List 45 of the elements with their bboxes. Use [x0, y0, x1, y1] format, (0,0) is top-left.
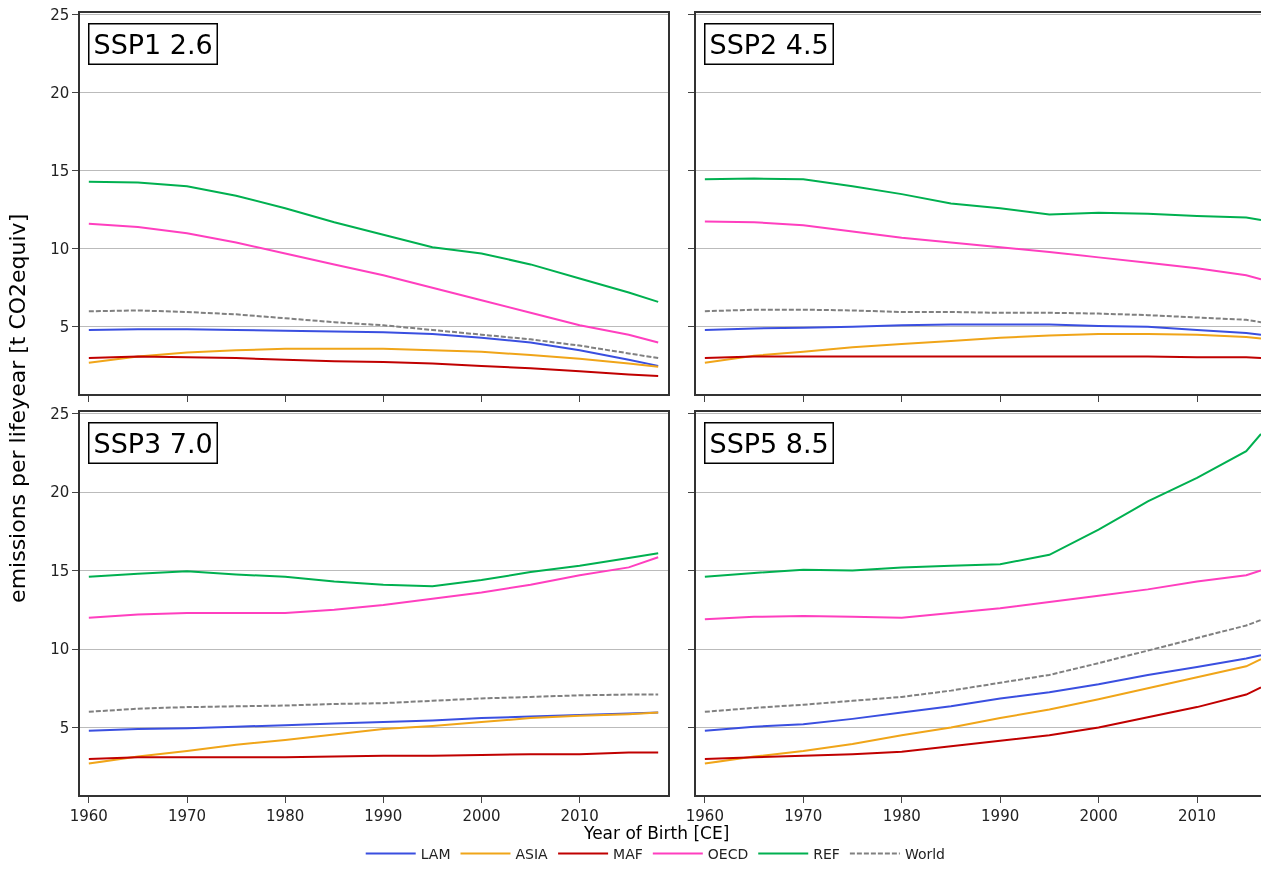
y-tick-label: 25 — [50, 5, 70, 24]
y-tick-label: 20 — [50, 83, 70, 102]
x-tick-label: 1970 — [784, 806, 823, 825]
line-series — [87, 222, 660, 344]
line-series — [87, 328, 660, 367]
text: SSP3 7.0 — [93, 427, 213, 459]
line-series — [87, 693, 660, 713]
x-tick-label: 1990 — [364, 806, 403, 825]
y-tick-label: 10 — [50, 240, 70, 259]
legend-label: World — [904, 846, 945, 863]
legend-label: OECD — [707, 846, 749, 863]
line-series — [87, 711, 660, 765]
text: SSP5 8.5 — [709, 427, 829, 459]
x-tick-label: 1970 — [167, 806, 207, 825]
line-series — [87, 751, 660, 760]
text: SSP2 4.5 — [709, 28, 829, 60]
line-series — [87, 309, 660, 360]
legend-label: REF — [813, 846, 840, 863]
x-tick-label: 1960 — [685, 806, 724, 825]
y-tick-label: 20 — [50, 483, 70, 502]
text: SSP1 2.6 — [93, 28, 213, 60]
legend-label: MAF — [613, 846, 643, 863]
x-tick-label: 2010 — [1177, 806, 1217, 825]
x-tick-label: 1980 — [882, 806, 921, 825]
x-tick-label: 1980 — [266, 806, 305, 825]
y-tick-label: 5 — [59, 318, 70, 337]
y-axis-title: emissions per lifeyear [t CO2equiv] — [5, 213, 31, 603]
y-tick-label: 10 — [50, 640, 70, 659]
y-tick-label: 25 — [50, 404, 70, 423]
legend-label: LAM — [420, 846, 451, 863]
x-tick-label: 2010 — [560, 806, 599, 825]
x-tick-label: 2000 — [1079, 806, 1118, 825]
legend-label: ASIA — [515, 846, 549, 863]
y-tick-label: 15 — [50, 161, 70, 180]
line-series — [87, 180, 660, 303]
line-series — [87, 355, 660, 378]
x-tick-label: 1960 — [69, 806, 108, 825]
line-series — [87, 347, 660, 368]
x-tick-label: 1990 — [981, 806, 1020, 825]
x-tick-label: 2000 — [462, 806, 501, 825]
y-tick-label: 5 — [59, 718, 70, 737]
x-axis-title: Year of Birth [CE] — [583, 823, 730, 843]
line-series — [87, 552, 660, 588]
line-series — [87, 556, 660, 619]
y-tick-label: 15 — [50, 561, 70, 580]
